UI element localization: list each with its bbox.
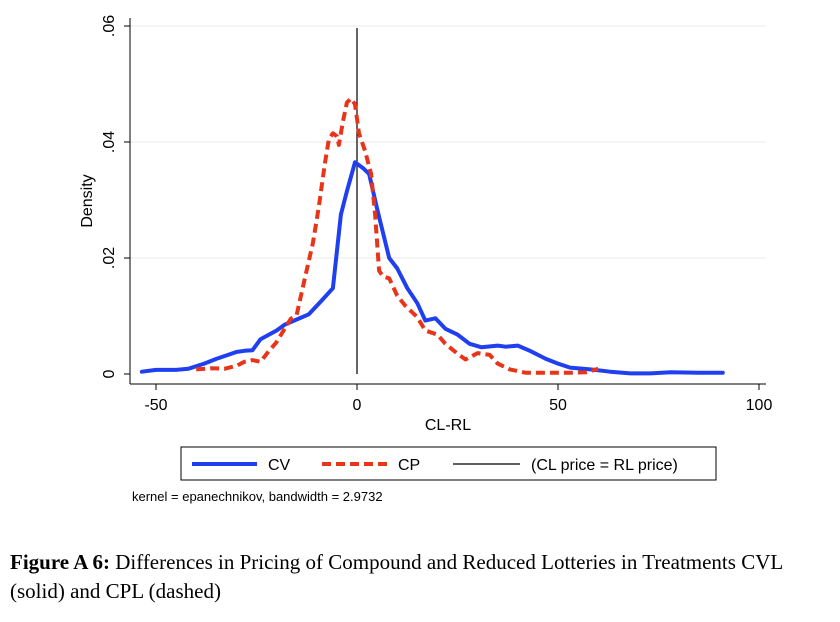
series-line-cp (196, 96, 599, 375)
grid-lines (130, 25, 766, 259)
legend-label-cp: CP (398, 457, 420, 474)
figure-caption-text: Differences in Pricing of Compound and R… (10, 550, 783, 603)
y-tick-label: .04 (101, 131, 118, 153)
y-tick-label: 0 (101, 369, 118, 378)
y-tick-label: .02 (101, 247, 118, 269)
x-tick-label: 0 (353, 397, 362, 414)
x-tick-label: 50 (549, 397, 567, 414)
x-tick-label: 100 (746, 397, 773, 414)
legend-label-cv: CV (268, 457, 291, 474)
kernel-note: kernel = epanechnikov, bandwidth = 2.973… (132, 489, 383, 504)
x-axis-title: CL-RL (425, 417, 471, 434)
legend-box (180, 446, 717, 481)
figure-label: Figure A 6: (10, 550, 110, 574)
series (139, 96, 725, 376)
ticks: 0 .02 .04 .06 -50 0 50 100 (101, 15, 772, 414)
legend-label-reference: (CL price = RL price) (531, 457, 678, 474)
y-axis-title: Density (79, 174, 96, 227)
figure-caption: Figure A 6: Differences in Pricing of Co… (10, 548, 835, 606)
y-tick-label: .06 (101, 15, 118, 37)
axes (129, 18, 766, 385)
series-line-cv (139, 160, 725, 376)
x-tick-label: -50 (144, 397, 167, 414)
density-chart: 0 .02 .04 .06 -50 0 50 100 CL-RL Density CV CP … (79, 15, 772, 504)
legend: CV CP (CL price = RL price) (180, 446, 717, 481)
